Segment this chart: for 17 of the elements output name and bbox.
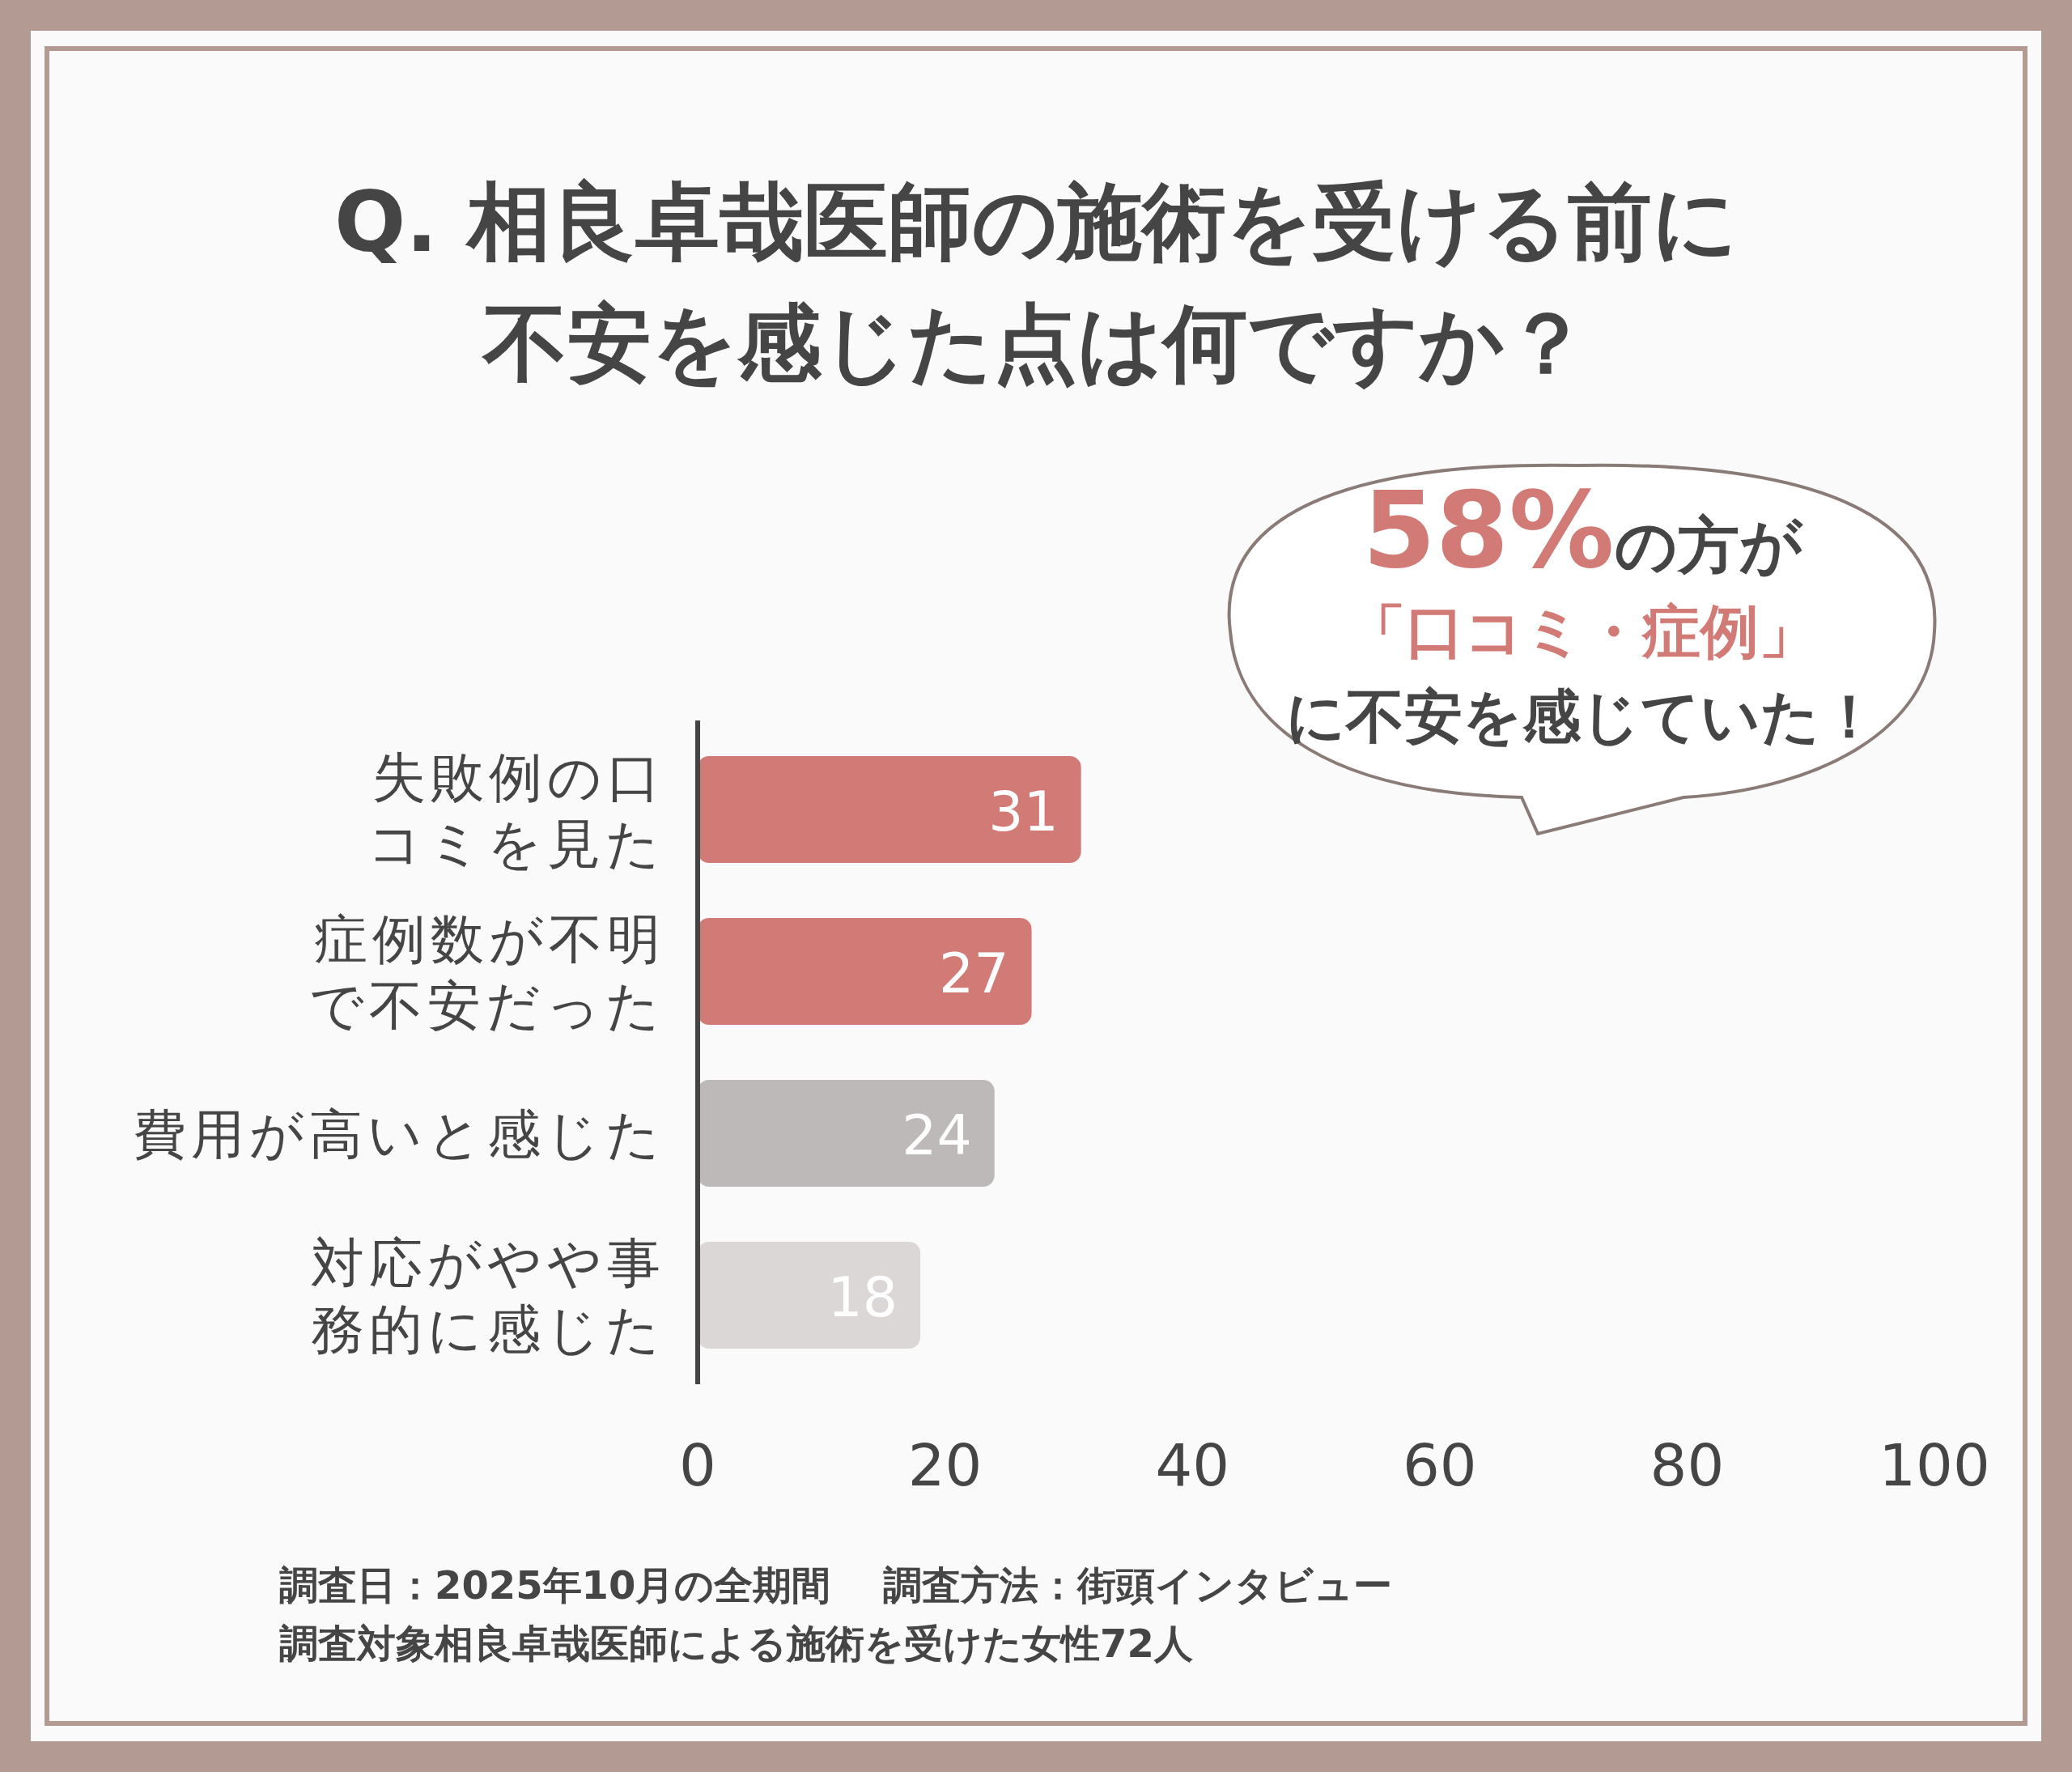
data-label: 31 — [988, 780, 1059, 844]
x-tick-label: 20 — [907, 1431, 983, 1499]
y-tick-label: 症例数が不明で不安だった — [309, 908, 665, 1037]
x-tick-label: 80 — [1650, 1431, 1725, 1499]
x-tick-label: 40 — [1155, 1431, 1230, 1499]
y-tick-label: 失敗例の口コミを見た — [367, 746, 665, 875]
text: 調査日：2025年10月の全期間 調査方法：街頭インタビュー — [279, 1562, 1393, 1608]
data-label: 24 — [902, 1103, 972, 1167]
x-tick-label: 60 — [1402, 1431, 1477, 1499]
data-label: 27 — [939, 941, 1009, 1005]
x-tick-label: 0 — [679, 1431, 716, 1499]
text: 調査対象相良卓哉医師による施術を受けた女性72人 — [279, 1621, 1193, 1666]
y-tick-label: 費用が高いと感じた — [133, 1103, 665, 1166]
y-tick-label: 対応がやや事務的に感じた — [311, 1232, 665, 1361]
x-tick-label: 100 — [1879, 1431, 1990, 1499]
chart-title: Q. 相良卓哉医師の施術を受ける前に不安を感じた点は何ですか？ — [333, 172, 1739, 393]
annotation: 58%の方が「口コミ・症例」に不安を感じていた！ — [1286, 469, 1879, 750]
